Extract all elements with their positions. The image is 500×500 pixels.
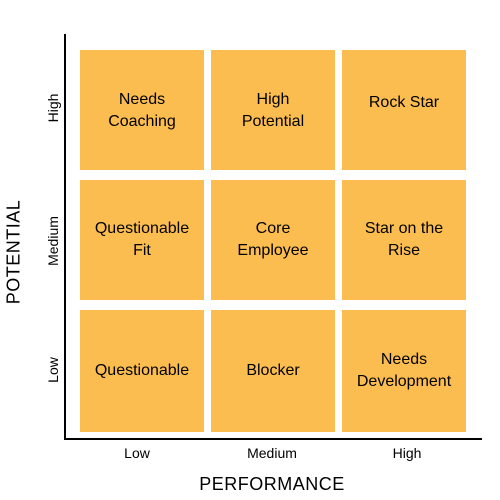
cell-blocker: Blocker (211, 310, 335, 432)
cell-needs-coaching: Needs Coaching (80, 50, 204, 170)
y-tick-medium: Medium (45, 216, 61, 266)
cell-rock-star: Rock Star (342, 50, 466, 170)
y-axis-title: POTENTIAL (3, 199, 24, 305)
cell-label: Blocker (246, 362, 300, 379)
x-tick-low: Low (124, 445, 150, 461)
cell-questionable-fit: Questionable Fit (80, 180, 204, 300)
x-axis-line (64, 438, 482, 440)
cell-label: Needs Coaching (108, 91, 176, 130)
cell-needs-development: Needs Development (342, 310, 466, 432)
cell-label: Rock Star (368, 94, 440, 111)
y-tick-low: Low (45, 357, 61, 383)
cell-label: Core Employee (237, 220, 309, 259)
cell-label: Needs Development (356, 351, 452, 390)
x-axis-title: PERFORMANCE (199, 474, 345, 494)
y-axis-line (64, 34, 66, 440)
cell-questionable: Questionable (80, 310, 204, 432)
x-tick-medium: Medium (247, 445, 297, 461)
cell-label: Questionable (94, 362, 190, 379)
cell-core-employee: Core Employee (211, 180, 335, 300)
cell-high-potential: High Potential (211, 50, 335, 170)
y-tick-high: High (45, 93, 61, 123)
cell-label: High Potential (241, 91, 305, 130)
cell-star-on-the-rise: Star on the Rise (342, 180, 466, 300)
cell-label: Questionable Fit (94, 220, 190, 259)
cell-label: Star on the Rise (364, 220, 444, 259)
x-tick-high: High (392, 445, 422, 461)
